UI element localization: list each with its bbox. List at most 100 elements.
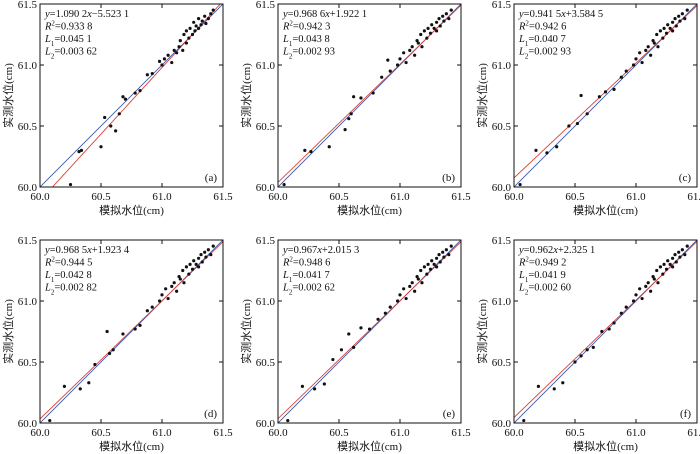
stat-line-3: L2=0.002 82 <box>44 283 97 297</box>
data-point <box>662 262 666 266</box>
data-point <box>435 20 439 24</box>
data-point <box>415 39 419 43</box>
stat-line-2: L1=0.040 7 <box>518 34 566 48</box>
data-point <box>352 345 356 349</box>
data-point <box>671 256 675 260</box>
data-point <box>638 51 642 55</box>
data-point <box>162 57 167 61</box>
data-point <box>367 327 372 331</box>
data-point <box>644 48 648 52</box>
data-point <box>410 281 414 285</box>
data-point <box>203 14 207 18</box>
data-point <box>413 53 417 57</box>
x-tick-label: 61.5 <box>451 427 471 439</box>
data-point <box>662 26 666 30</box>
plot-frame <box>277 239 462 424</box>
stat-line-0: y=0.941 5x+3.584 5 <box>518 9 603 20</box>
x-tick-label: 61.5 <box>213 191 233 203</box>
data-point <box>166 53 170 57</box>
data-point <box>674 260 678 264</box>
data-point <box>646 281 650 285</box>
data-point <box>658 29 663 33</box>
x-tick-label: 60.5 <box>91 191 111 203</box>
data-point <box>415 275 419 279</box>
data-point <box>441 250 445 254</box>
x-tick-label: 61.0 <box>152 191 172 203</box>
data-point <box>386 58 390 62</box>
data-point <box>655 32 659 37</box>
data-point <box>79 148 84 152</box>
data-point <box>109 124 113 128</box>
data-point <box>597 95 602 99</box>
data-point <box>145 309 149 313</box>
data-point <box>673 253 677 257</box>
data-point <box>435 265 439 269</box>
x-axis-label: 模拟水位(cm) <box>99 203 164 217</box>
y-axis-label: 实测水位(cm) <box>239 63 253 128</box>
stat-line-2: L1=0.041 7 <box>282 270 330 284</box>
data-point <box>347 332 351 336</box>
data-point <box>172 48 176 52</box>
y-tick-label: 61.0 <box>18 296 38 308</box>
data-point <box>77 150 81 154</box>
data-point <box>607 327 611 331</box>
data-point <box>105 329 109 334</box>
data-point <box>309 150 313 154</box>
data-point <box>181 48 185 52</box>
data-point <box>383 311 387 315</box>
data-point <box>193 29 197 33</box>
data-point <box>121 95 125 99</box>
data-point <box>395 299 400 303</box>
data-point <box>447 253 451 257</box>
data-point <box>111 348 115 352</box>
data-point <box>680 248 684 252</box>
data-point <box>437 17 441 21</box>
stat-line-2: L1=0.042 8 <box>44 270 92 284</box>
data-point <box>419 32 423 37</box>
data-point <box>634 57 638 61</box>
data-point <box>673 17 677 21</box>
data-point <box>420 281 424 285</box>
y-tick-label: 61.0 <box>256 60 276 72</box>
data-point <box>666 259 670 263</box>
x-tick-label: 61.5 <box>687 191 700 203</box>
data-point <box>652 41 656 45</box>
data-point <box>209 12 213 16</box>
data-point <box>651 275 655 279</box>
data-point <box>432 262 436 266</box>
x-axis-label: 模拟水位(cm) <box>337 203 402 217</box>
data-point <box>404 60 408 65</box>
data-point <box>591 345 595 349</box>
data-point <box>197 265 201 269</box>
data-point <box>579 93 583 98</box>
x-tick-label: 61.0 <box>390 191 410 203</box>
data-point <box>194 24 198 28</box>
chart-panel-4: 60.0 60.5 61.0 61.5 60.0 60.5 61.0 61.5 模拟水位(cm)… <box>239 235 471 453</box>
data-point <box>175 51 179 55</box>
data-point <box>170 284 174 288</box>
chart-panel-0: 60.0 60.5 61.0 61.5 60.0 60.5 61.0 61.5 模拟水位(cm)… <box>1 0 233 217</box>
data-point <box>187 36 191 40</box>
data-point <box>395 63 400 67</box>
data-point <box>388 69 392 73</box>
y-tick-label: 60.5 <box>492 357 512 369</box>
data-point <box>661 36 665 40</box>
data-point <box>640 60 644 65</box>
data-point <box>634 293 638 297</box>
x-tick-label: 60.5 <box>329 191 349 203</box>
data-point <box>371 91 375 95</box>
x-tick-label: 60.0 <box>30 427 50 439</box>
panel-label: (a) <box>205 172 218 184</box>
stat-line-0: y=0.968 6x+1.922 1 <box>282 9 367 20</box>
panel-label: (d) <box>204 408 217 420</box>
data-point <box>178 39 182 43</box>
data-point <box>575 121 580 126</box>
data-point <box>444 248 448 252</box>
stat-line-1: R2=0.942 6 <box>518 20 566 33</box>
data-point <box>432 26 436 30</box>
data-point <box>444 12 448 16</box>
y-tick-label: 61.0 <box>256 296 276 308</box>
y-axis-label: 实测水位(cm) <box>1 63 15 128</box>
stat-line-2: L1=0.045 1 <box>44 34 92 48</box>
data-point <box>188 262 192 266</box>
